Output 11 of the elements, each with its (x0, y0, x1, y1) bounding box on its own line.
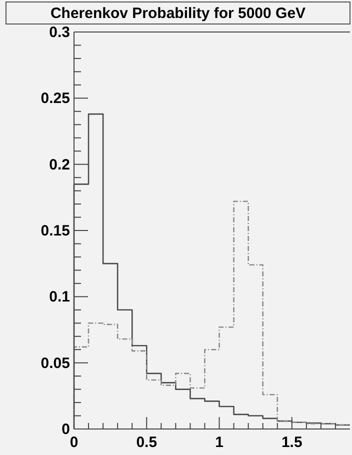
y-tick-label: 0 (62, 421, 70, 438)
x-tick-label: 0.5 (136, 434, 158, 451)
chart-title: Cherenkov Probability for 5000 GeV (50, 5, 306, 22)
y-tick-label: 0.05 (40, 354, 70, 372)
y-tick-label: 0.15 (40, 222, 70, 240)
y-tick-label: 0.3 (49, 24, 70, 41)
x-tick-label: 1.5 (281, 434, 302, 451)
y-tick-label: 0.2 (49, 156, 70, 174)
y-tick-label: 0.25 (40, 90, 70, 108)
y-tick-label: 0.1 (49, 288, 70, 306)
x-tick-label: 1 (215, 434, 224, 451)
